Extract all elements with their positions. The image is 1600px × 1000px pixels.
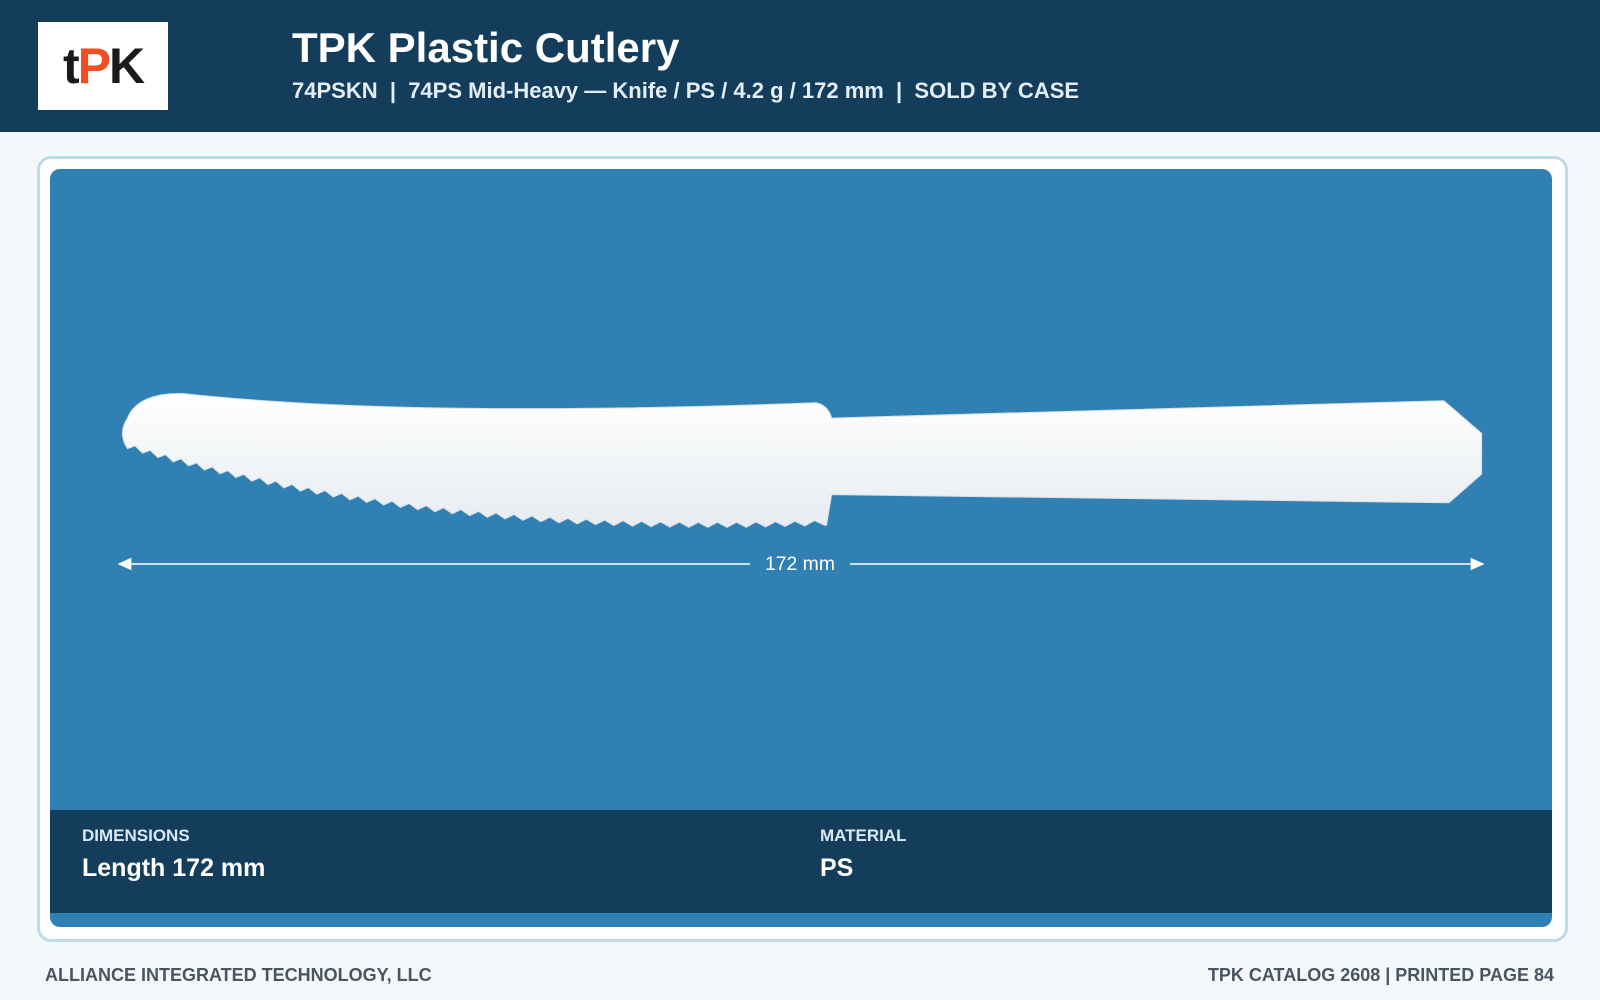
dimension-line: [117, 557, 1485, 571]
logo-text: P: [77, 38, 111, 94]
spec-value: PS: [820, 854, 854, 882]
spec-band: DIMENSIONS Length 172 mm MATERIAL PS: [50, 810, 1552, 913]
spec-value: Length 172 mm: [82, 854, 266, 882]
logo-text: t: [62, 38, 80, 94]
subtitle: 74PSKN | 74PS Mid-Heavy — Knife / PS / 4…: [292, 78, 1080, 103]
spec-label: MATERIAL: [820, 826, 907, 845]
spec: MATERIAL PS: [820, 826, 907, 883]
footer-right: TPK CATALOG 2608 | PRINTED PAGE 84: [1207, 965, 1554, 985]
spec: DIMENSIONS Length 172 mm: [82, 826, 265, 883]
spec-label: DIMENSIONS: [82, 826, 190, 845]
title: TPK Plastic Cutlery: [292, 24, 680, 71]
footer-left: ALLIANCE INTEGRATED TECHNOLOGY, LLC: [45, 965, 432, 985]
product-panel: 172 mm DIMENSIONS Length 172 mm MATERIAL P…: [50, 169, 1552, 927]
product-card: 172 mm DIMENSIONS Length 172 mm MATERIAL P…: [37, 156, 1568, 942]
knife: [121, 393, 1483, 528]
dimension-label: 172 mm: [765, 553, 835, 575]
logo-text: K: [108, 38, 145, 94]
product-image: 172 mm: [117, 393, 1485, 575]
